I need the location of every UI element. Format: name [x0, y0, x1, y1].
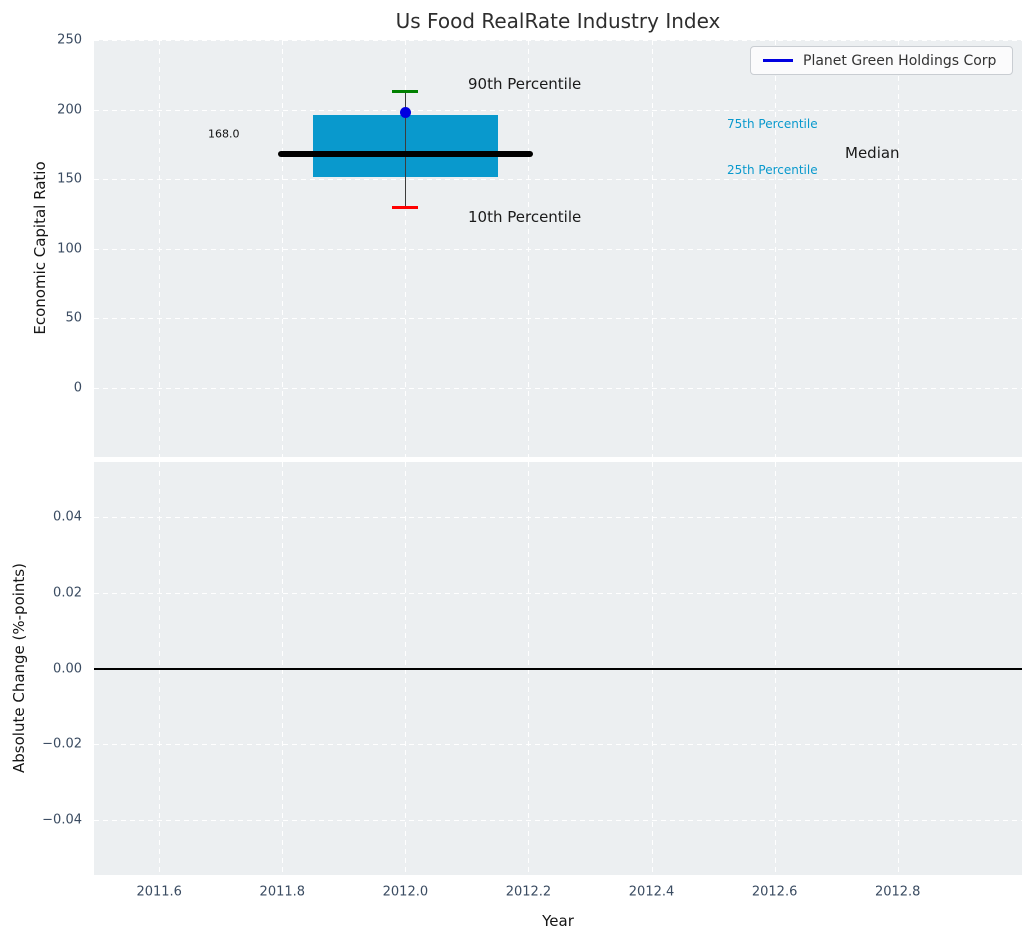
gridline-vertical: [159, 40, 161, 457]
y-tick-label: 0.02: [53, 585, 82, 601]
top-plot-area: [94, 40, 1022, 457]
median-annotation: Median: [845, 144, 900, 163]
gridline-horizontal: [94, 109, 1022, 111]
gridline-vertical: [897, 40, 899, 457]
gridline-vertical: [282, 40, 284, 457]
company-point: [399, 106, 411, 118]
legend-line-sample: [763, 59, 793, 62]
legend-label: Planet Green Holdings Corp: [803, 52, 997, 69]
p90-cap: [392, 90, 419, 94]
y-tick-label: 250: [57, 32, 82, 48]
y-tick-label: 150: [57, 171, 82, 187]
gridline-horizontal: [94, 517, 1022, 519]
zero-line: [94, 667, 1022, 670]
x-tick-label: 2012.6: [751, 884, 798, 900]
y-tick-label: 200: [57, 102, 82, 118]
x-axis-label: Year: [542, 912, 574, 930]
x-tick-label: 2011.8: [259, 884, 306, 900]
x-tick-label: 2012.4: [628, 884, 675, 900]
y-tick-label: 0.04: [53, 509, 82, 525]
p90-annotation: 90th Percentile: [468, 75, 582, 94]
x-tick-label: 2012.0: [382, 884, 429, 900]
gridline-horizontal: [94, 40, 1022, 41]
chart-title: Us Food RealRate Industry Index: [395, 9, 721, 33]
x-tick-label: 2011.6: [136, 884, 182, 900]
gridline-horizontal: [94, 592, 1022, 594]
y-tick-label: −0.02: [42, 736, 82, 752]
y-tick-label: −0.04: [42, 812, 82, 827]
gridline-horizontal: [94, 388, 1022, 390]
x-tick-label: 2012.8: [874, 884, 921, 900]
gridline-vertical: [405, 40, 407, 457]
gridline-horizontal: [94, 744, 1022, 745]
gridline-horizontal: [94, 248, 1022, 250]
gridline-vertical: [774, 40, 776, 457]
legend: Planet Green Holdings Corp: [750, 46, 1013, 75]
gridline-horizontal: [94, 819, 1022, 821]
p75-annotation: 75th Percentile: [727, 117, 818, 132]
p25-annotation: 25th Percentile: [727, 162, 818, 177]
median-value-label: 168.0: [208, 127, 240, 141]
whisker-line: [404, 91, 407, 208]
y-tick-label: 0.00: [53, 661, 82, 676]
p10-cap: [392, 205, 419, 209]
gridline-vertical: [528, 40, 530, 457]
gridline-horizontal: [94, 318, 1022, 320]
median-line: [278, 151, 533, 158]
p10-annotation: 10th Percentile: [468, 207, 582, 226]
gridline-horizontal: [94, 179, 1022, 181]
y-tick-label: 50: [65, 310, 82, 326]
x-tick-label: 2012.2: [505, 884, 552, 900]
gridline-vertical: [651, 40, 653, 457]
y-tick-label: 0: [73, 380, 82, 396]
y-tick-label: 100: [57, 241, 82, 257]
